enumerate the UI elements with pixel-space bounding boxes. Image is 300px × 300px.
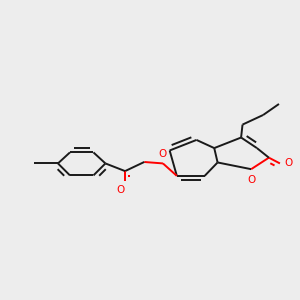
Text: O: O [116,185,124,195]
Text: O: O [285,158,293,168]
Text: O: O [159,148,167,159]
Text: O: O [248,176,256,185]
